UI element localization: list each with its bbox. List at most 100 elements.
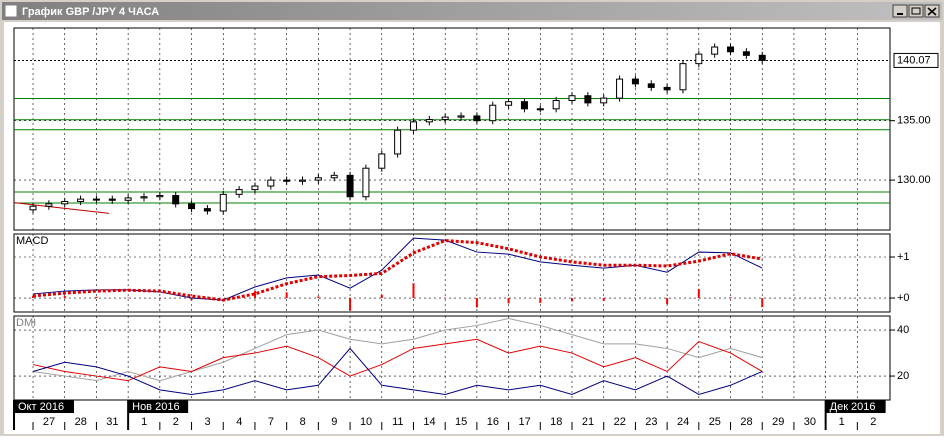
x-tick-label: 3 <box>204 416 210 428</box>
y-tick-label: +1 <box>897 251 910 263</box>
candle-body <box>62 201 68 203</box>
candle-body <box>252 186 258 190</box>
histogram-bar <box>476 298 478 307</box>
histogram-bar <box>64 296 66 298</box>
histogram-bar <box>317 296 319 298</box>
x-tick-label: 28 <box>740 416 752 428</box>
x-tick-label: 22 <box>614 416 626 428</box>
candle-body <box>680 64 686 90</box>
x-tick-label: 30 <box>804 416 816 428</box>
y-tick-label: 20 <box>897 370 909 382</box>
candle-body <box>490 105 496 120</box>
histogram-bar <box>730 297 732 298</box>
histogram-bar <box>95 297 97 298</box>
histogram-bar <box>698 289 700 298</box>
candle-body <box>728 47 734 52</box>
histogram-bar <box>603 298 605 301</box>
y-tick-label: +0 <box>897 292 910 304</box>
candle-body <box>712 47 718 54</box>
histogram-bar <box>381 295 383 298</box>
maximize-button[interactable] <box>909 5 923 17</box>
candle-body <box>125 198 131 200</box>
x-tick-label: 21 <box>582 416 594 428</box>
histogram-bar <box>508 298 510 303</box>
last-price-label: 140.07 <box>897 54 931 66</box>
x-tick-label: 2 <box>173 416 179 428</box>
candle-body <box>759 55 765 60</box>
candle-body <box>601 98 607 103</box>
y-tick-label: 130.00 <box>897 174 931 186</box>
month-label: Дек 2016 <box>830 401 876 413</box>
candle-body <box>189 204 195 209</box>
candle-body <box>521 102 527 109</box>
candle-body <box>93 199 99 200</box>
histogram-bar <box>286 292 288 298</box>
x-tick-label: 23 <box>645 416 657 428</box>
x-tick-label: 27 <box>43 416 55 428</box>
panel-label: MACD <box>16 235 48 247</box>
candle-body <box>204 209 210 211</box>
candle-body <box>268 180 274 186</box>
x-tick-label: 9 <box>331 416 337 428</box>
histogram-bar <box>539 298 541 303</box>
histogram-bar <box>666 298 668 304</box>
candle-body <box>315 178 321 180</box>
candle-body <box>220 194 226 211</box>
minimize-button[interactable] <box>893 5 907 17</box>
candle-body <box>363 168 369 197</box>
histogram-bar <box>761 298 763 307</box>
month-label: Нов 2016 <box>132 401 179 413</box>
candle-body <box>46 204 52 206</box>
x-tick-label: 28 <box>75 416 87 428</box>
candle-body <box>506 102 512 106</box>
candle-body <box>109 199 115 200</box>
histogram-bar <box>349 298 351 311</box>
x-tick-label: 2 <box>870 416 876 428</box>
x-tick-label: 29 <box>772 416 784 428</box>
y-tick-label: 135.00 <box>897 115 931 127</box>
candle-body <box>632 79 638 84</box>
window-icon <box>5 5 17 17</box>
histogram-bar <box>571 298 573 301</box>
candle-body <box>617 79 623 98</box>
month-label: Окт 2016 <box>18 401 64 413</box>
x-tick-label: 10 <box>360 416 372 428</box>
candle-body <box>553 100 559 108</box>
x-tick-label: 11 <box>392 416 403 428</box>
panel-frame <box>14 28 890 230</box>
x-tick-label: 16 <box>487 416 499 428</box>
candle-body <box>30 206 36 210</box>
x-tick-label: 1 <box>141 416 147 428</box>
window-title: График GBP /JPY 4 ЧАСА <box>22 6 159 18</box>
panel-frame <box>14 234 890 312</box>
x-tick-label: 31 <box>106 416 118 428</box>
histogram-bar <box>412 283 414 298</box>
x-tick-label: 15 <box>455 416 467 428</box>
candle-body <box>474 116 480 121</box>
x-tick-label: 14 <box>423 416 435 428</box>
candle-body <box>236 190 242 195</box>
candle-body <box>157 196 163 197</box>
x-tick-label: 25 <box>709 416 721 428</box>
candle-body <box>78 199 84 201</box>
y-tick-label: 40 <box>897 324 909 336</box>
candle-body <box>284 180 290 181</box>
candle-body <box>410 122 416 130</box>
candle-body <box>173 196 179 204</box>
candle-body <box>331 175 337 177</box>
candle-body <box>347 175 353 196</box>
candle-body <box>664 87 670 89</box>
candle-body <box>696 54 702 64</box>
candle-body <box>395 130 401 154</box>
histogram-bar <box>159 298 161 299</box>
candle-body <box>458 116 464 117</box>
candle-body <box>585 96 591 103</box>
candle-body <box>379 154 385 168</box>
x-tick-label: 18 <box>550 416 562 428</box>
candle-body <box>648 84 654 88</box>
candle-body <box>537 109 543 110</box>
candle-body <box>743 52 749 56</box>
x-tick-label: 17 <box>518 416 530 428</box>
